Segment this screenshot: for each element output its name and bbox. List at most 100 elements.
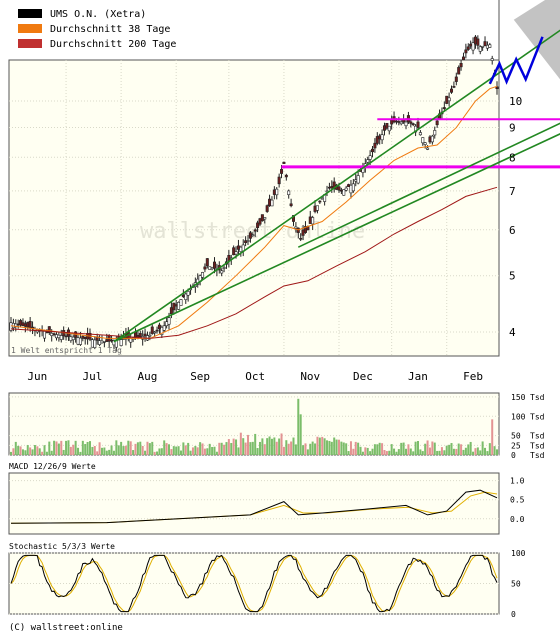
volume-bar: [69, 446, 72, 455]
volume-plot: [9, 396, 499, 456]
y-tick-label: 7: [509, 185, 516, 198]
volume-bar: [314, 443, 317, 455]
trendline: [113, 133, 560, 343]
volume-bar: [333, 437, 336, 455]
candle: [172, 302, 176, 311]
volume-bar: [206, 448, 209, 455]
candle: [299, 238, 303, 240]
volume-bar: [77, 447, 80, 455]
volume-bar: [278, 438, 281, 455]
x-tick-label: Oct: [245, 370, 265, 383]
volume-bar: [464, 447, 467, 455]
x-tick-label: Dec: [353, 370, 373, 383]
candle: [495, 86, 499, 89]
candle: [282, 161, 286, 164]
volume-bar: [10, 451, 12, 455]
volume-bar: [409, 448, 412, 455]
volume-bar: [91, 446, 94, 455]
volume-bar: [199, 442, 202, 455]
volume-bar: [218, 442, 221, 455]
volume-bar: [364, 447, 367, 455]
candle: [148, 334, 152, 337]
candle: [16, 323, 20, 326]
candle: [21, 322, 25, 327]
volume-bar: [263, 444, 266, 455]
candle: [464, 49, 468, 54]
candle: [162, 325, 166, 331]
volume-bar: [115, 440, 118, 455]
volume-bar: [170, 449, 173, 455]
candle: [119, 339, 123, 346]
volume-bar: [390, 444, 393, 455]
candle: [349, 184, 353, 194]
candle: [289, 203, 293, 207]
y-tick-label: 0.0: [510, 515, 525, 524]
volume-bar: [450, 443, 453, 455]
volume-bar: [361, 451, 364, 455]
volume-bar: [17, 445, 20, 455]
x-tick-label: Nov: [300, 370, 320, 383]
candle: [81, 336, 85, 339]
macd-plot: [9, 480, 499, 524]
candle: [385, 123, 389, 129]
volume-bar: [256, 448, 259, 455]
volume-bar: [139, 441, 142, 455]
candle: [157, 324, 161, 330]
candle: [366, 159, 370, 163]
volume-bar: [405, 448, 408, 455]
volume-bar: [426, 440, 429, 455]
candle: [394, 120, 398, 123]
volume-bar: [326, 440, 329, 455]
y-tick-label: 1.0: [510, 477, 525, 486]
candle: [93, 339, 97, 348]
candle: [52, 333, 56, 335]
volume-bar: [62, 449, 65, 455]
volume-bar: [414, 441, 417, 455]
volume-bar: [201, 443, 204, 455]
volume-bar: [318, 437, 321, 455]
volume-bar: [476, 447, 479, 455]
volume-bar: [175, 446, 178, 455]
volume-bar: [194, 445, 197, 455]
volume-bar: [323, 438, 326, 455]
x-tick-label: Jan: [408, 370, 428, 383]
candle: [344, 187, 348, 191]
candle: [110, 339, 114, 342]
volume-bar: [220, 442, 223, 455]
candle: [399, 121, 403, 125]
volume-bar: [345, 443, 348, 455]
volume-bar: [254, 433, 257, 455]
candle: [430, 135, 434, 143]
volume-bar: [191, 447, 194, 455]
candle: [253, 229, 257, 232]
volume-bar: [81, 440, 84, 455]
candle: [428, 136, 432, 143]
candle: [450, 88, 454, 93]
stoch-plot: [9, 552, 499, 615]
candle: [481, 45, 485, 48]
volume-bar: [285, 440, 288, 455]
candle: [375, 136, 379, 144]
volume-bar: [93, 445, 96, 455]
volume-bar: [297, 398, 300, 455]
candle: [71, 336, 75, 340]
volume-bar: [474, 448, 477, 455]
volume-bar: [41, 451, 44, 455]
candle: [471, 42, 475, 51]
volume-bar: [230, 443, 233, 455]
candle: [490, 58, 494, 61]
candle: [416, 121, 420, 128]
volume-bar: [251, 441, 254, 455]
volume-bar: [402, 442, 405, 455]
candle: [169, 307, 173, 315]
price-plot: [9, 0, 560, 352]
sma38-line: [10, 85, 498, 339]
volume-bar: [242, 438, 245, 455]
volume-bar: [134, 443, 137, 455]
candle: [165, 321, 169, 327]
candle: [454, 76, 458, 82]
volume-bar: [268, 436, 271, 455]
stoch-k-line: [10, 554, 498, 613]
y-tick-label: 9: [509, 122, 516, 135]
